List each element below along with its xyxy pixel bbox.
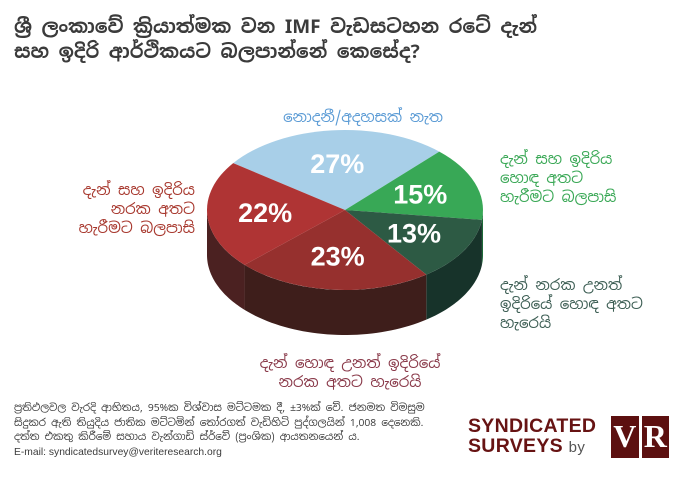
svg-text:15%: 15% [393,179,447,209]
svg-text:27%: 27% [310,149,364,179]
svg-text:13%: 13% [387,219,441,249]
svg-text:23%: 23% [311,241,365,271]
svg-text:22%: 22% [238,198,292,228]
